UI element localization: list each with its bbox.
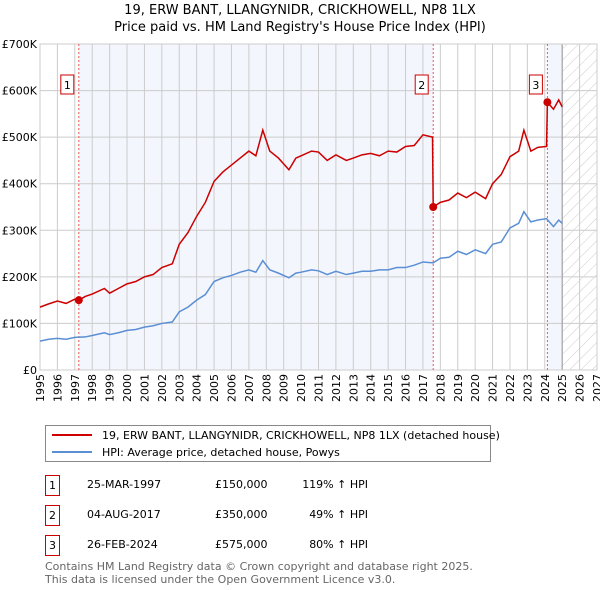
sale-marker-label: 1 bbox=[64, 79, 71, 92]
x-tick-label: 2004 bbox=[191, 374, 204, 402]
sale-marker-label: 3 bbox=[45, 535, 60, 556]
x-tick-label: 1998 bbox=[86, 374, 99, 402]
chart-subtitle: Price paid vs. HM Land Registry's House … bbox=[114, 20, 486, 35]
legend-label: 19, ERW BANT, LLANGYNIDR, CRICKHOWELL, N… bbox=[102, 428, 500, 442]
sale-point bbox=[429, 203, 438, 211]
sale-marker-box bbox=[414, 74, 429, 95]
sale-point bbox=[543, 98, 552, 107]
y-tick-label: £600K bbox=[2, 85, 38, 98]
sale-date: 04-AUG-2017 bbox=[87, 508, 161, 521]
x-tick-label: 2020 bbox=[469, 374, 482, 402]
sale-marker-box bbox=[528, 74, 543, 95]
x-tick-label: 2002 bbox=[156, 374, 169, 402]
sale-row: 3 26-FEB-2024 £575,000 80% ↑ HPI bbox=[45, 535, 445, 556]
sale-date: 26-FEB-2024 bbox=[87, 538, 158, 551]
x-tick-label: 1995 bbox=[34, 374, 47, 402]
y-tick-label: £300K bbox=[2, 224, 38, 237]
sale-marker-label: 1 bbox=[45, 475, 60, 496]
y-tick-label: £200K bbox=[2, 271, 38, 284]
sale-marker-box bbox=[60, 74, 75, 95]
y-tick-label: £400K bbox=[2, 178, 38, 191]
x-tick-label: 2003 bbox=[173, 374, 186, 402]
sale-row: 2 04-AUG-2017 £350,000 49% ↑ HPI bbox=[45, 505, 445, 526]
hpi-line bbox=[39, 210, 563, 342]
legend-item-property: 19, ERW BANT, LLANGYNIDR, CRICKHOWELL, N… bbox=[52, 427, 500, 443]
x-tick-label: 1999 bbox=[104, 374, 117, 402]
plot-area: 1995 1996 1997 1998 1999 2000 2001 2002 2003 2004… bbox=[2, 38, 600, 402]
x-tick-label: 2017 bbox=[417, 374, 430, 402]
sale-marker-label: 2 bbox=[45, 505, 60, 526]
y-tick-label: £100K bbox=[2, 317, 38, 330]
x-tick-label: 2009 bbox=[278, 374, 291, 402]
sale-price: £350,000 bbox=[215, 508, 268, 521]
x-tick-label: 2019 bbox=[452, 374, 465, 402]
sale-price: £150,000 bbox=[215, 478, 268, 491]
x-tick-label: 2024 bbox=[539, 374, 552, 402]
sale-marker-label: 3 bbox=[532, 79, 539, 92]
sale-row: 1 25-MAR-1997 £150,000 119% ↑ HPI bbox=[45, 475, 445, 496]
ownership-period-shade bbox=[547, 44, 563, 370]
footer-line: Contains HM Land Registry data © Crown c… bbox=[45, 560, 473, 573]
x-tick-label: 2025 bbox=[556, 374, 569, 402]
x-tick-label: 2012 bbox=[330, 374, 343, 402]
legend-label: HPI: Average price, detached house, Powy… bbox=[102, 445, 340, 459]
legend: 19, ERW BANT, LLANGYNIDR, CRICKHOWELL, N… bbox=[45, 425, 500, 462]
footer-line: This data is licensed under the Open Gov… bbox=[45, 573, 396, 586]
x-tick-label: 2015 bbox=[382, 374, 395, 402]
plot-border bbox=[39, 43, 598, 371]
property-price-line bbox=[39, 98, 563, 308]
x-tick-label: 2016 bbox=[400, 374, 413, 402]
x-tick-label: 2001 bbox=[138, 374, 151, 402]
x-tick-label: 2013 bbox=[347, 374, 360, 402]
x-tick-label: 2008 bbox=[260, 374, 273, 402]
x-tick-label: 2021 bbox=[487, 374, 500, 402]
y-tick-label: £500K bbox=[2, 131, 38, 144]
ownership-period-shade bbox=[78, 44, 434, 370]
sale-hpi-change: 49% ↑ HPI bbox=[309, 508, 368, 521]
sale-date: 25-MAR-1997 bbox=[87, 478, 162, 491]
footer: Contains HM Land Registry data © Crown c… bbox=[45, 560, 473, 586]
sale-marker-label: 2 bbox=[418, 79, 425, 92]
y-tick-label: £0 bbox=[23, 364, 37, 377]
sale-hpi-change: 80% ↑ HPI bbox=[309, 538, 368, 551]
sale-hpi-change: 119% ↑ HPI bbox=[302, 478, 368, 491]
sale-price: £575,000 bbox=[215, 538, 268, 551]
x-tick-label: 1996 bbox=[51, 374, 64, 402]
x-tick-label: 2022 bbox=[504, 374, 517, 402]
x-tick-label: 2000 bbox=[121, 374, 134, 402]
y-tick-label: £700K bbox=[2, 38, 38, 51]
legend-item-hpi: HPI: Average price, detached house, Powy… bbox=[52, 444, 340, 460]
legend-swatch-red bbox=[52, 434, 92, 436]
x-tick-label: 2011 bbox=[313, 374, 326, 402]
x-tick-label: 2026 bbox=[574, 374, 587, 402]
x-tick-label: 2018 bbox=[434, 374, 447, 402]
legend-swatch-blue bbox=[52, 451, 92, 453]
x-tick-label: 1997 bbox=[69, 374, 82, 402]
chart-title: 19, ERW BANT, LLANGYNIDR, CRICKHOWELL, N… bbox=[124, 3, 476, 18]
x-tick-label: 2010 bbox=[295, 374, 308, 402]
x-tick-label: 2027 bbox=[591, 374, 600, 402]
x-tick-label: 2005 bbox=[208, 374, 221, 402]
x-tick-label: 2023 bbox=[521, 374, 534, 402]
sale-point bbox=[74, 296, 83, 305]
x-tick-label: 2006 bbox=[225, 374, 238, 402]
x-tick-label: 2007 bbox=[243, 374, 256, 402]
x-tick-label: 2014 bbox=[365, 374, 378, 402]
